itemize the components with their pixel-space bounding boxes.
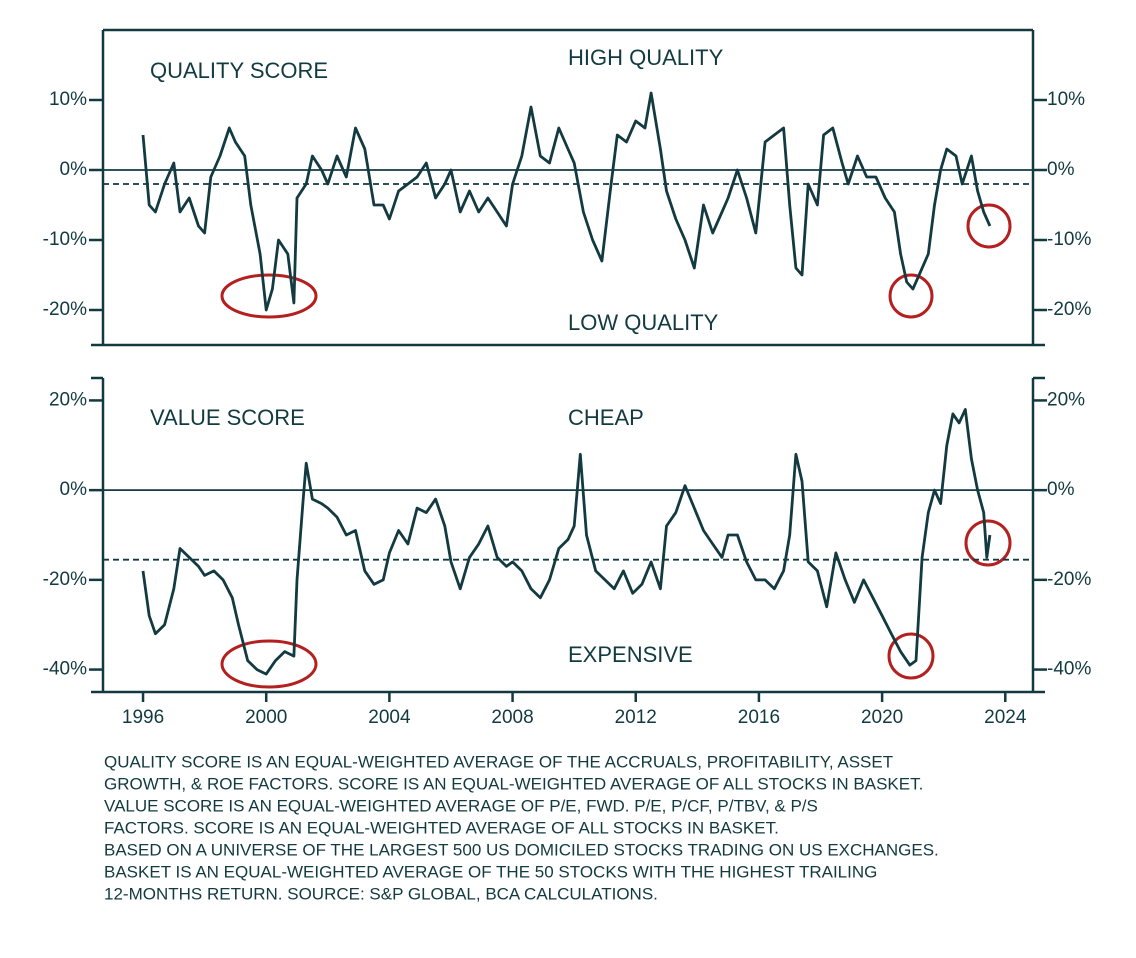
y2-tick-label: 0%: [1047, 479, 1075, 500]
y2-tick-label: 20%: [1047, 389, 1085, 410]
chart-title: VALUE SCORE: [150, 405, 305, 430]
footnote: BASED ON A UNIVERSE OF THE LARGEST 500 U…: [104, 840, 939, 859]
data-line: [141, 408, 992, 676]
chart-title: QUALITY SCORE: [150, 58, 328, 83]
highlight-circle: [964, 519, 1012, 567]
y2-tick-label: 10%: [1047, 89, 1085, 110]
highlight-circle: [220, 273, 318, 319]
x-tick-label: 2008: [491, 707, 533, 728]
y2-tick-label: -40%: [1047, 659, 1091, 680]
annotation: CHEAP: [568, 405, 644, 430]
highlight-circle: [966, 203, 1012, 249]
x-tick-label: 1996: [122, 707, 164, 728]
footnote: GROWTH, & ROE FACTORS. SCORE IS AN EQUAL…: [104, 774, 923, 793]
x-tick-label: 2000: [245, 707, 287, 728]
highlight-circle: [220, 639, 318, 689]
y-tick-label: 0%: [60, 159, 88, 180]
footnote: FACTORS. SCORE IS AN EQUAL-WEIGHTED AVER…: [104, 818, 779, 837]
x-tick-label: 2004: [368, 707, 411, 728]
footnote: BASKET IS AN EQUAL-WEIGHTED AVERAGE OF T…: [104, 862, 877, 881]
y-tick-label: 0%: [60, 479, 88, 500]
x-tick-label: 2020: [861, 707, 903, 728]
y2-tick-label: -10%: [1047, 229, 1091, 250]
y2-tick-label: 0%: [1047, 159, 1075, 180]
data-line: [141, 91, 992, 312]
footnote: 12-MONTHS RETURN. SOURCE: S&P GLOBAL, BC…: [104, 884, 658, 903]
y2-tick-label: -20%: [1047, 299, 1091, 320]
footnote: QUALITY SCORE IS AN EQUAL-WEIGHTED AVERA…: [104, 752, 893, 771]
y-tick-label: -20%: [43, 569, 87, 590]
x-tick-label: 2024: [984, 707, 1027, 728]
x-tick-label: 2016: [738, 707, 780, 728]
annotation: HIGH QUALITY: [568, 45, 724, 70]
annotation: EXPENSIVE: [568, 642, 693, 667]
y-tick-label: 10%: [49, 89, 87, 110]
y2-tick-label: -20%: [1047, 569, 1091, 590]
y-tick-label: 20%: [49, 389, 87, 410]
y-tick-label: -20%: [43, 299, 87, 320]
y-tick-label: -40%: [43, 659, 87, 680]
highlight-circle: [887, 632, 935, 680]
footnote: VALUE SCORE IS AN EQUAL-WEIGHTED AVERAGE…: [104, 796, 818, 815]
highlights: [220, 203, 1012, 689]
y-tick-label: -10%: [43, 229, 87, 250]
highlight-circle: [888, 273, 934, 319]
x-tick-label: 2012: [615, 707, 657, 728]
annotation: LOW QUALITY: [568, 310, 719, 335]
